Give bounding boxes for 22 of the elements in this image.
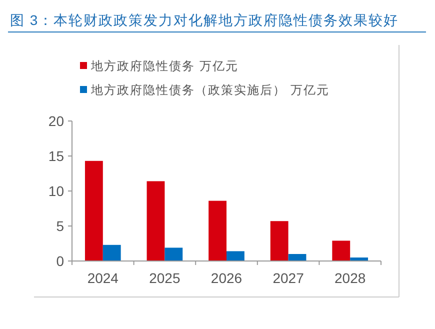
legend-label: 地方政府隐性债务（政策实施后） 万亿元 <box>90 83 330 97</box>
x-tick-label: 2025 <box>149 270 180 286</box>
bar <box>226 251 244 261</box>
x-tick-label: 2026 <box>210 270 242 286</box>
bar <box>164 248 183 261</box>
bar <box>332 240 350 261</box>
y-tick-label: 20 <box>48 112 64 129</box>
x-tick-label: 2028 <box>334 270 366 286</box>
bar <box>102 244 121 261</box>
y-tick-label: 5 <box>56 218 64 234</box>
x-tick-label: 2024 <box>87 270 119 286</box>
bar <box>146 181 165 261</box>
chart-title: 图 3：本轮财政政策发力对化解地方政府隐性债务效果较好 <box>10 12 399 28</box>
bar <box>208 200 226 261</box>
x-tick-label: 2027 <box>272 270 304 286</box>
y-tick-label: 0 <box>56 252 64 269</box>
y-tick-label: 15 <box>48 148 64 164</box>
legend-label: 地方政府隐性债务 万亿元 <box>90 59 238 73</box>
bar <box>84 160 103 261</box>
bar <box>270 221 288 261</box>
y-tick-label: 10 <box>48 182 64 199</box>
bar <box>288 254 306 261</box>
